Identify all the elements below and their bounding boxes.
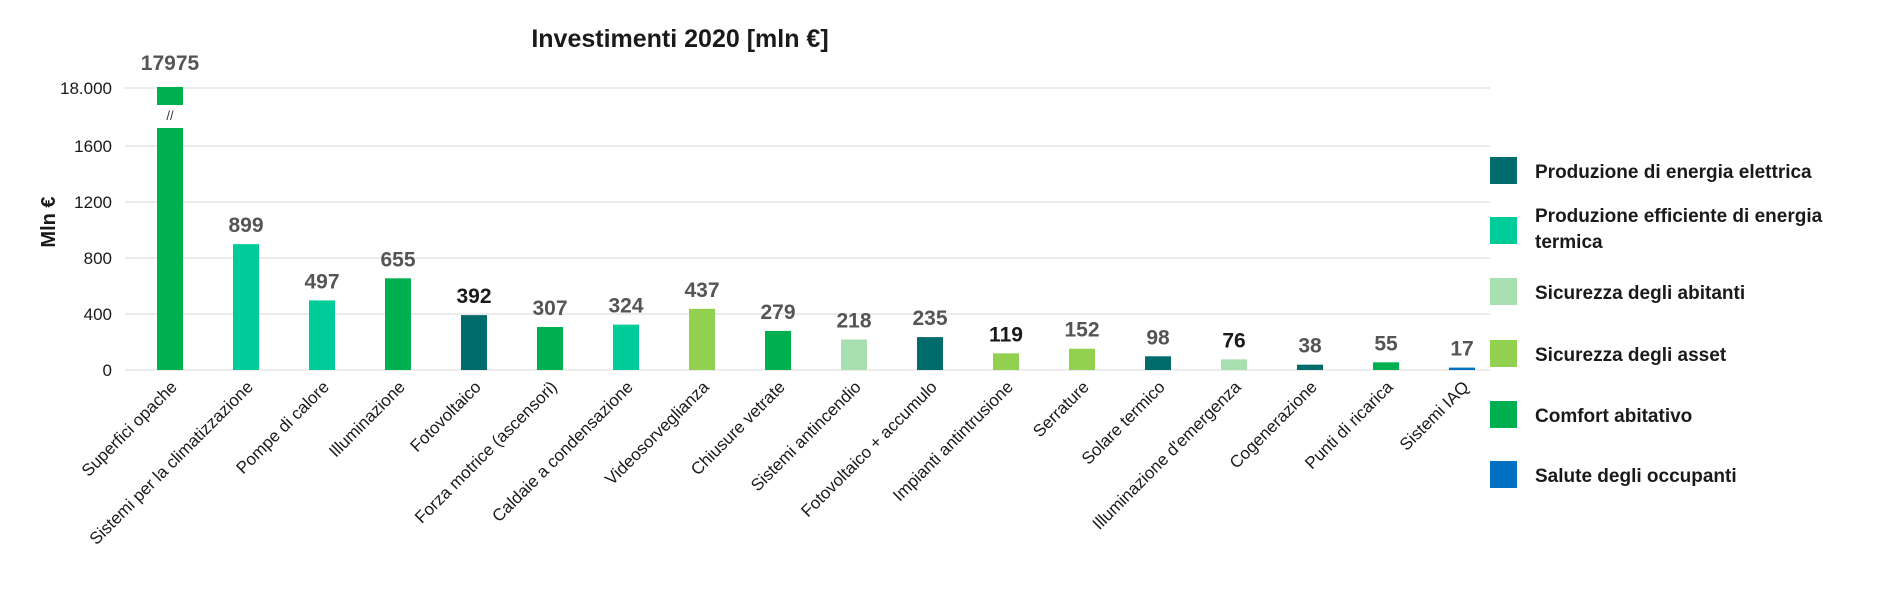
legend-label: Comfort abitativo xyxy=(1535,406,1692,427)
y-tick-label: 800 xyxy=(84,249,112,268)
x-tick-label: Sistemi per la climatizzazione xyxy=(86,377,257,548)
y-tick-label: 1200 xyxy=(74,193,112,212)
data-label: 235 xyxy=(912,307,947,330)
bar xyxy=(917,337,943,370)
bar xyxy=(993,353,1019,370)
data-label: 152 xyxy=(1064,319,1099,342)
bar xyxy=(537,327,563,370)
y-axis-label: Mln € xyxy=(38,196,60,247)
legend-swatch xyxy=(1490,278,1517,305)
legend: Produzione di energia elettrica Produzion… xyxy=(1490,157,1823,488)
x-tick-label: Fotovoltaico + accumulo xyxy=(797,377,940,520)
data-label: 307 xyxy=(532,297,567,320)
data-label: 279 xyxy=(760,301,795,324)
data-label: 655 xyxy=(380,248,415,271)
chart-title: Investimenti 2020 [mln €] xyxy=(531,25,828,53)
y-tick-label: 18.000 xyxy=(60,79,112,98)
legend-label: Produzione di energia elettrica xyxy=(1535,162,1812,183)
bar xyxy=(841,339,867,370)
x-tick-label: Forza motrice (ascensori) xyxy=(411,377,561,527)
y-tick-label: 0 xyxy=(103,361,112,380)
data-label: 17975 xyxy=(141,52,200,75)
legend-swatch xyxy=(1490,340,1517,367)
data-label: 38 xyxy=(1298,335,1322,358)
legend-label: Salute degli occupanti xyxy=(1535,466,1737,487)
data-label: 497 xyxy=(304,270,339,293)
legend-label: Sicurezza degli asset xyxy=(1535,345,1727,366)
axis-break-mark: // xyxy=(166,108,174,123)
y-tick-label: 1600 xyxy=(74,137,112,156)
bar xyxy=(157,128,183,370)
bar xyxy=(1373,362,1399,370)
bar xyxy=(1297,364,1323,370)
legend-swatch xyxy=(1490,461,1517,488)
bar xyxy=(1449,367,1475,370)
legend-label: termica xyxy=(1535,232,1603,253)
gridlines xyxy=(125,87,1490,371)
x-tick-label: Fotovoltaico xyxy=(407,377,485,455)
data-label: 392 xyxy=(456,285,491,308)
legend-swatch xyxy=(1490,401,1517,428)
x-tick-label: Sistemi IAQ xyxy=(1396,377,1473,454)
bar xyxy=(613,324,639,370)
data-label: 218 xyxy=(836,309,871,332)
data-label: 98 xyxy=(1146,326,1170,349)
bar xyxy=(461,315,487,370)
legend-label: Produzione efficiente di energia xyxy=(1535,206,1823,227)
legend-swatch xyxy=(1490,217,1517,244)
data-label: 55 xyxy=(1374,332,1398,355)
x-tick-label: Illuminazione xyxy=(325,377,409,461)
x-tick-label: Serrature xyxy=(1029,377,1093,441)
bar xyxy=(385,278,411,370)
bar xyxy=(1069,348,1095,370)
data-label: 899 xyxy=(228,214,263,237)
x-tick-label: Caldaie a condensazione xyxy=(488,377,636,525)
bar xyxy=(309,300,335,370)
legend-swatch xyxy=(1490,157,1517,184)
x-tick-label: Illuminazione d'emergenza xyxy=(1089,377,1245,533)
data-label: 437 xyxy=(684,279,719,302)
bar xyxy=(689,308,715,370)
legend-label: Sicurezza degli abitanti xyxy=(1535,283,1745,304)
data-label: 324 xyxy=(608,295,643,318)
data-label: 76 xyxy=(1222,329,1245,352)
bar-break-cap xyxy=(157,87,183,105)
bar xyxy=(233,244,259,370)
data-label: 119 xyxy=(989,323,1023,346)
y-axis-ticks: 0 400 800 1200 1600 18.000 xyxy=(60,79,112,380)
data-label: 17 xyxy=(1450,338,1473,361)
bar xyxy=(765,330,791,370)
bar xyxy=(1145,356,1171,370)
y-tick-label: 400 xyxy=(84,305,112,324)
bars: // 17975 899 497 655 392 307 324 437 279 218 235 119… xyxy=(141,52,1475,370)
bar xyxy=(1221,359,1247,370)
